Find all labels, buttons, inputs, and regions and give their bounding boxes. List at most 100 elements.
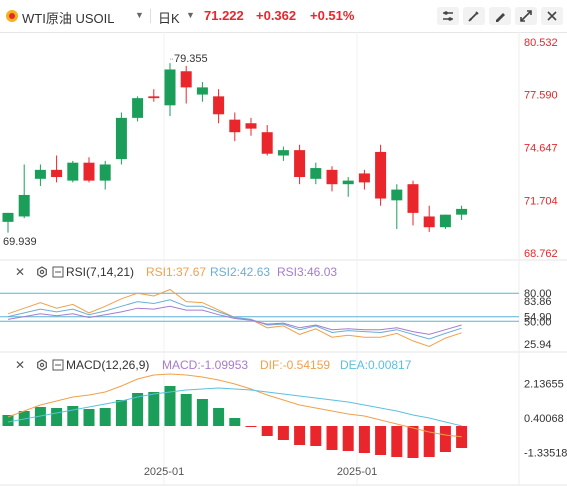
macd-bar: [407, 426, 419, 458]
candle-body: [34, 169, 46, 179]
symbol-code: USOIL: [75, 11, 115, 26]
candle-body: [196, 87, 208, 95]
macd-bar: [196, 399, 208, 426]
candle-body: [294, 150, 306, 178]
rsi-tick-label: 80.00: [524, 288, 552, 300]
rsi-tick-label: 25.94: [524, 339, 552, 351]
macd-bar: [67, 406, 79, 426]
date-label: 2025-01: [144, 466, 184, 478]
candle-body: [456, 208, 468, 215]
draw-pen-button[interactable]: [489, 7, 511, 25]
candle-body: [18, 194, 30, 217]
macd-bar: [294, 426, 306, 445]
rsi3-line: [7, 305, 462, 335]
low-price-label: 69.939: [3, 236, 37, 248]
candle-body: [326, 169, 338, 185]
candle-body: [391, 189, 403, 201]
eye-icon[interactable]: [52, 266, 64, 278]
fullscreen-icon: [520, 10, 532, 22]
dea-value: DEA:0.00817: [340, 358, 412, 372]
candle-body: [51, 169, 63, 178]
close-chart-button[interactable]: [541, 7, 563, 25]
indicator-settings-button[interactable]: [437, 7, 459, 25]
divider: [150, 9, 151, 23]
rsi-label: RSI(7,14,21): [66, 265, 135, 279]
macd-bar: [180, 394, 192, 426]
macd-lines: [7, 373, 462, 438]
period-selector[interactable]: 日K: [158, 11, 180, 26]
drawing-tools-button[interactable]: [463, 7, 485, 25]
macd-bar: [326, 426, 338, 450]
macd-bar: [115, 400, 127, 426]
symbol-name: WTI原油: [22, 11, 72, 26]
macd-bar: [229, 418, 241, 426]
chart-toolbar: WTI原油 USOIL ▼ 日K ▼ 71.222 +0.362 +0.51%: [0, 0, 567, 33]
macd-label: MACD(12,26,9): [66, 358, 150, 372]
y-axis: 80.532 77.590 74.647 71.704 68.762 80.0083.86…: [524, 37, 567, 460]
macd-bar: [261, 426, 273, 436]
candle-body: [423, 216, 435, 228]
dea-line: [7, 387, 462, 427]
draw-pen-icon: [496, 13, 505, 22]
grid-lines: [0, 32, 567, 486]
macd-bar: [277, 426, 289, 440]
macd-histogram: [2, 386, 468, 458]
date-label: 2025-01: [337, 466, 377, 478]
macd-bar: [164, 386, 176, 426]
symbol-selector[interactable]: WTI原油 USOIL: [22, 8, 114, 27]
macd-bar: [439, 426, 451, 452]
candle-body: [375, 151, 387, 199]
rsi-tick-label: 83.86: [524, 296, 552, 308]
candle-body: [439, 214, 451, 228]
settings-icon[interactable]: [36, 359, 48, 371]
candle-body: [180, 71, 192, 88]
macd-bar: [148, 392, 160, 426]
price-tick-label: 77.590: [524, 90, 558, 102]
chevron-down-icon[interactable]: ▼: [135, 10, 144, 20]
macd-bar: [213, 408, 225, 426]
candlestick-series: [2, 58, 468, 233]
chevron-down-icon[interactable]: ▼: [186, 10, 195, 20]
macd-bar: [375, 426, 387, 455]
candle-body: [99, 164, 111, 181]
candle-body: [67, 162, 79, 181]
close-icon[interactable]: ✕: [15, 358, 26, 372]
price-tick-label: 74.647: [524, 143, 558, 155]
macd-bar: [245, 426, 257, 427]
close-icon[interactable]: ✕: [15, 265, 26, 279]
last-price: 71.222: [204, 8, 244, 23]
candle-body: [342, 180, 354, 185]
macd-tick-label: -1.33518: [524, 448, 567, 460]
macd-bar: [99, 408, 111, 426]
settings-icon[interactable]: [36, 266, 48, 278]
high-price-label: 79.355: [174, 53, 208, 65]
eye-icon[interactable]: [52, 359, 64, 371]
macd-tick-label: 2.13655: [524, 378, 564, 390]
candle-body: [83, 162, 95, 181]
candle-body: [407, 184, 419, 213]
rsi-tick-label: 54.90: [524, 312, 552, 324]
dif-line: [7, 373, 462, 438]
close-icon: [547, 11, 557, 21]
rsi2-value: RSI2:42.63: [210, 265, 271, 279]
macd-bar: [51, 408, 63, 426]
candle-body: [310, 168, 322, 179]
price-chart[interactable]: 80.532 77.590 74.647 71.704 68.762 80.0083.86…: [0, 32, 567, 487]
dif-value: DIF:-0.54159: [260, 358, 331, 372]
price-tick-label: 68.762: [524, 248, 558, 260]
candle-body: [148, 96, 160, 99]
macd-bar: [358, 426, 370, 453]
rsi2-line: [7, 299, 462, 340]
candle-body: [261, 132, 273, 154]
rsi-tick-label: 50.00: [524, 316, 552, 328]
price-change-percent: +0.51%: [310, 8, 355, 23]
instrument-logo-icon: [6, 10, 18, 22]
fullscreen-button[interactable]: [515, 7, 537, 25]
candle-body: [358, 173, 370, 183]
candle-body: [277, 150, 289, 156]
macd-bar: [423, 426, 435, 457]
macd-bar: [342, 426, 354, 451]
macd-value: MACD:-1.09953: [162, 358, 249, 372]
price-change: +0.362: [256, 8, 297, 23]
candle-body: [213, 96, 225, 115]
